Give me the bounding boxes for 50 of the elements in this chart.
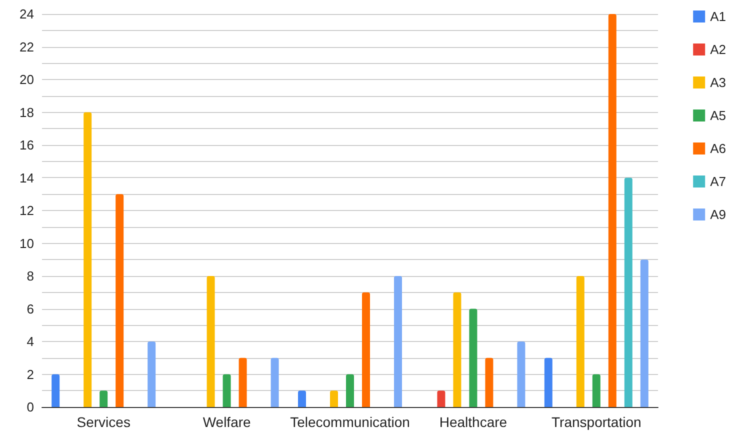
bar [362,292,370,407]
x-tick-label: Healthcare [439,414,508,430]
bar [437,390,446,407]
bar [100,390,108,407]
bar [238,358,247,407]
y-tick-label: 24 [20,6,34,22]
bar [394,276,402,407]
x-tick-label: Telecommunication [290,414,410,430]
y-tick-label: 4 [26,334,34,349]
bar [485,358,494,407]
y-tick-label: 12 [20,203,34,218]
bar [576,276,584,407]
legend-label: A9 [710,207,726,222]
bar [330,390,338,407]
bar [624,178,632,407]
x-tick-label: Transportation [552,414,642,430]
bar [453,292,462,407]
legend-label: A3 [710,75,726,90]
bar [544,358,552,407]
y-tick-label: 18 [20,104,34,120]
bar [222,374,231,407]
y-tick-label: 10 [20,236,34,251]
legend-label: A2 [710,42,726,57]
x-tick-label: Services [76,414,130,430]
bar [206,276,215,407]
y-tick-label: 14 [20,170,34,186]
y-tick-label: 8 [26,268,34,284]
bar [270,358,279,407]
bar [517,342,526,407]
bar [116,194,124,407]
bar [52,374,60,407]
legend-label: A1 [710,9,726,24]
bar [469,308,478,407]
bar [640,260,648,407]
y-tick-label: 20 [20,72,34,87]
legend-label: A7 [710,174,726,189]
bar [346,374,354,407]
bar [298,390,306,407]
y-tick-label: 2 [26,366,34,382]
bar [84,112,92,407]
bar [608,14,616,407]
bar [148,342,156,407]
legend-label: A6 [710,141,726,156]
bar [592,374,600,407]
y-tick-label: 16 [20,138,34,152]
legend-label: A5 [710,108,726,123]
x-tick-label: Welfare [202,414,252,430]
y-tick-label: 22 [20,39,34,54]
y-tick-label: 0 [26,400,34,414]
y-tick-label: 6 [26,301,34,316]
